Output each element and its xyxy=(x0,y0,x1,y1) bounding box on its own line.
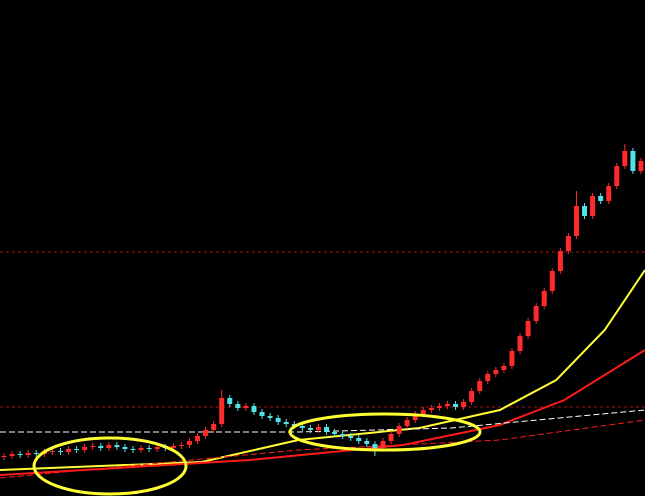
moving-average xyxy=(0,349,645,476)
candle-body xyxy=(146,448,152,449)
candle-body xyxy=(420,410,426,414)
candle-body xyxy=(211,424,217,430)
candle-body xyxy=(541,291,547,306)
candle-body xyxy=(219,398,225,424)
candle-body xyxy=(267,416,273,418)
candle-body xyxy=(186,441,192,445)
candle-body xyxy=(461,402,467,407)
candle-body xyxy=(283,422,289,424)
candle-body xyxy=(82,447,88,450)
candle-body xyxy=(477,381,483,391)
candle-body xyxy=(517,336,523,351)
candle-body xyxy=(138,448,144,450)
candle-body xyxy=(638,161,644,171)
candle-body xyxy=(380,441,386,448)
candle-body xyxy=(444,404,450,406)
candle-body xyxy=(630,151,636,171)
candle-body xyxy=(412,414,418,420)
candle-body xyxy=(227,398,233,404)
candle-body xyxy=(114,445,120,447)
candle-body xyxy=(436,406,442,408)
candle-body xyxy=(235,404,241,408)
candle-body xyxy=(557,251,563,271)
candle-body xyxy=(565,236,571,251)
candle-body xyxy=(590,196,596,216)
candle-body xyxy=(396,426,402,434)
candle-body xyxy=(582,206,588,216)
moving-average xyxy=(0,269,645,471)
highlight-ellipse xyxy=(32,436,188,496)
plot-area xyxy=(0,144,645,479)
candle-body xyxy=(307,428,313,430)
candle-body xyxy=(243,406,249,408)
candle-body xyxy=(606,186,612,201)
candle-body xyxy=(573,206,579,236)
candle-body xyxy=(74,449,80,450)
candle-body xyxy=(598,196,604,201)
candle-body xyxy=(404,420,410,426)
candle-body xyxy=(17,454,23,455)
candle-body xyxy=(25,453,31,455)
candle-body xyxy=(332,432,338,434)
candle-body xyxy=(98,446,104,448)
candle-body xyxy=(364,441,370,444)
candle-body xyxy=(154,447,160,449)
candle-body xyxy=(178,445,184,446)
candle-body xyxy=(348,436,354,438)
candle-body xyxy=(275,418,281,422)
candle-body xyxy=(324,427,330,432)
candle-body xyxy=(66,449,72,452)
candle-body xyxy=(533,306,539,321)
candle-body xyxy=(57,451,63,452)
candle-body xyxy=(614,166,620,186)
candle-body xyxy=(525,321,531,336)
candle-body xyxy=(340,434,346,436)
candle-body xyxy=(428,408,434,410)
candle-body xyxy=(106,445,112,448)
candle-body xyxy=(469,391,475,402)
candle-body xyxy=(388,434,394,441)
candle-body xyxy=(485,374,491,381)
candle-body xyxy=(356,438,362,441)
candle-body xyxy=(49,451,55,452)
candle-body xyxy=(501,366,507,370)
moving-average xyxy=(0,409,645,433)
candle-body xyxy=(170,446,176,448)
highlight-ellipse xyxy=(288,412,482,452)
candle-body xyxy=(9,454,15,456)
candle-body xyxy=(299,426,305,428)
candle-body xyxy=(493,370,499,374)
candle-body xyxy=(195,436,201,441)
candle-body xyxy=(453,404,459,407)
candle-body xyxy=(372,444,378,448)
candle-body xyxy=(315,427,321,430)
candle-body xyxy=(509,351,515,366)
candle-body xyxy=(33,453,39,454)
candle-body xyxy=(251,406,257,412)
candle-body xyxy=(130,449,136,450)
candle-body xyxy=(122,447,128,449)
candle-body xyxy=(1,456,7,457)
candle-body xyxy=(259,412,265,416)
candle-body xyxy=(622,151,628,166)
moving-average xyxy=(0,419,645,479)
candle-body xyxy=(549,271,555,291)
candle-body xyxy=(90,446,96,447)
candle-body xyxy=(203,430,209,436)
